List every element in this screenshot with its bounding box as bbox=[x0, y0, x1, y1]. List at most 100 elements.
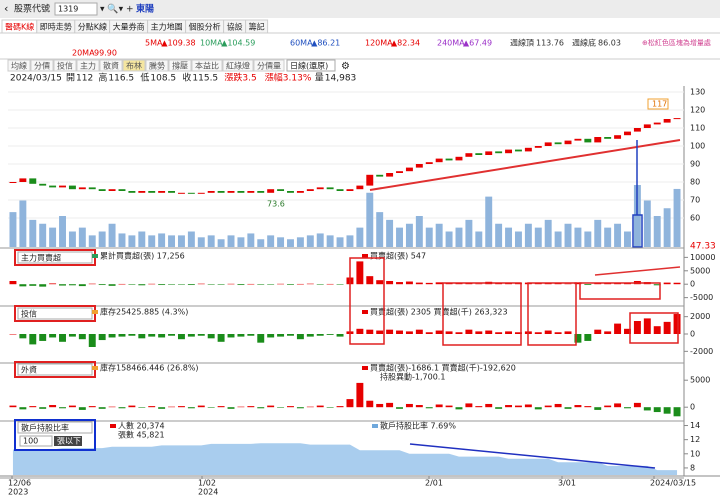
bar bbox=[346, 399, 354, 408]
candle bbox=[316, 187, 324, 190]
volume-bar bbox=[574, 227, 582, 247]
tool-button[interactable] bbox=[53, 59, 77, 72]
tool-label[interactable]: 本益比 bbox=[195, 61, 219, 71]
tool-label[interactable]: 紅綠燈 bbox=[226, 61, 250, 71]
bar bbox=[326, 334, 334, 335]
bar bbox=[614, 403, 622, 408]
code-label: 股票代號 bbox=[14, 3, 50, 15]
bar bbox=[78, 334, 86, 340]
search-icons[interactable]: ▾ 🔍▾ + bbox=[100, 3, 134, 15]
red-frame bbox=[442, 282, 522, 346]
volume-bar bbox=[564, 223, 572, 247]
bar bbox=[544, 330, 552, 334]
y-tick-label: 8 bbox=[690, 463, 695, 472]
tab-label[interactable]: 即時走勢 bbox=[40, 22, 72, 32]
volume-bar bbox=[376, 212, 384, 247]
tool-button[interactable] bbox=[222, 59, 254, 72]
panel-select-label[interactable]: 主力買賣超 bbox=[21, 253, 61, 263]
tool-button[interactable] bbox=[76, 59, 100, 72]
bar bbox=[594, 329, 602, 334]
tool-button[interactable] bbox=[122, 59, 146, 72]
bar bbox=[49, 405, 57, 408]
tab[interactable] bbox=[245, 19, 269, 34]
bar bbox=[68, 334, 76, 337]
volume-bar bbox=[68, 231, 76, 247]
volume-bar bbox=[356, 227, 364, 247]
bar bbox=[356, 328, 364, 334]
tab-label[interactable]: 籌記 bbox=[249, 22, 265, 32]
panel-select-label[interactable]: 外資 bbox=[21, 365, 37, 375]
legend-text: 張數 45,821 bbox=[118, 430, 165, 440]
tool-button[interactable] bbox=[168, 59, 192, 72]
candle bbox=[9, 182, 17, 183]
back[interactable]: ‹ bbox=[4, 2, 8, 15]
info-value: 3.13% bbox=[283, 74, 312, 84]
bar bbox=[247, 334, 255, 336]
tab-label[interactable]: 主力地圖 bbox=[151, 22, 183, 32]
tool-button[interactable] bbox=[253, 59, 285, 72]
y-tick-label: 110 bbox=[690, 124, 705, 133]
candle bbox=[277, 189, 285, 191]
tool-label[interactable]: 均線 bbox=[11, 61, 27, 71]
tool-button[interactable] bbox=[191, 59, 223, 72]
panel-select[interactable] bbox=[17, 421, 93, 434]
period-select[interactable] bbox=[286, 59, 336, 72]
bar bbox=[277, 283, 285, 285]
info-label: 低 bbox=[140, 72, 149, 84]
candle bbox=[465, 153, 473, 157]
candle bbox=[287, 191, 294, 193]
period[interactable]: 日線(還原) bbox=[290, 61, 328, 71]
tab-label[interactable]: 個股分析 bbox=[189, 22, 221, 32]
tool-label[interactable]: 騰勢 bbox=[149, 61, 165, 71]
tab-label[interactable]: 大量券商 bbox=[113, 22, 145, 32]
ma-value: 86.03 bbox=[598, 39, 621, 48]
volume-bar bbox=[514, 231, 522, 247]
tool-button[interactable] bbox=[7, 59, 31, 72]
sub-select-value[interactable]: 100 bbox=[23, 437, 38, 446]
candle bbox=[187, 192, 195, 194]
tool-label[interactable]: 布林 bbox=[126, 61, 142, 71]
bar bbox=[505, 405, 513, 408]
bar bbox=[306, 334, 314, 337]
bar bbox=[574, 334, 582, 343]
tool-button[interactable] bbox=[99, 59, 123, 72]
sub-select[interactable] bbox=[19, 435, 53, 447]
tool-label[interactable]: 主力 bbox=[80, 61, 96, 71]
settings[interactable]: ⚙ bbox=[341, 61, 350, 72]
bar bbox=[247, 283, 255, 285]
code-input[interactable] bbox=[54, 2, 98, 16]
tool-label[interactable]: 分價量 bbox=[257, 62, 281, 71]
bar bbox=[396, 282, 403, 285]
tab-label[interactable]: 分點K線 bbox=[78, 22, 107, 32]
candle bbox=[514, 149, 522, 152]
bar bbox=[148, 283, 156, 285]
tool-button[interactable] bbox=[145, 59, 169, 72]
panel-select-label[interactable]: 散戶持股比率 bbox=[21, 423, 69, 433]
bar bbox=[455, 407, 463, 410]
bar bbox=[237, 334, 245, 337]
volume-bar bbox=[187, 231, 195, 247]
tool-button[interactable] bbox=[30, 59, 54, 72]
tab-label[interactable]: 協設 bbox=[227, 22, 243, 32]
volume-bar bbox=[247, 233, 255, 247]
blue-frame bbox=[14, 419, 96, 451]
tab-label[interactable]: 醫碼K線 bbox=[5, 22, 34, 32]
bar bbox=[386, 329, 394, 334]
tool-label[interactable]: 投信 bbox=[57, 61, 73, 71]
bar bbox=[455, 332, 463, 334]
red-frame bbox=[579, 282, 661, 300]
red-frame bbox=[629, 312, 679, 344]
bar bbox=[604, 331, 612, 334]
bar bbox=[614, 323, 622, 334]
candle bbox=[336, 189, 344, 191]
volume-bar bbox=[118, 233, 126, 247]
volume-bar bbox=[534, 227, 542, 247]
panel-select-label[interactable]: 投信 bbox=[21, 309, 37, 319]
tool-label[interactable]: 分價 bbox=[34, 62, 50, 71]
tool-label[interactable]: 散資 bbox=[103, 61, 119, 71]
volume-bar bbox=[425, 227, 433, 247]
candle bbox=[148, 191, 156, 193]
tool-label[interactable]: 撐壓 bbox=[172, 61, 188, 71]
bar bbox=[59, 284, 66, 286]
candle bbox=[257, 191, 265, 193]
